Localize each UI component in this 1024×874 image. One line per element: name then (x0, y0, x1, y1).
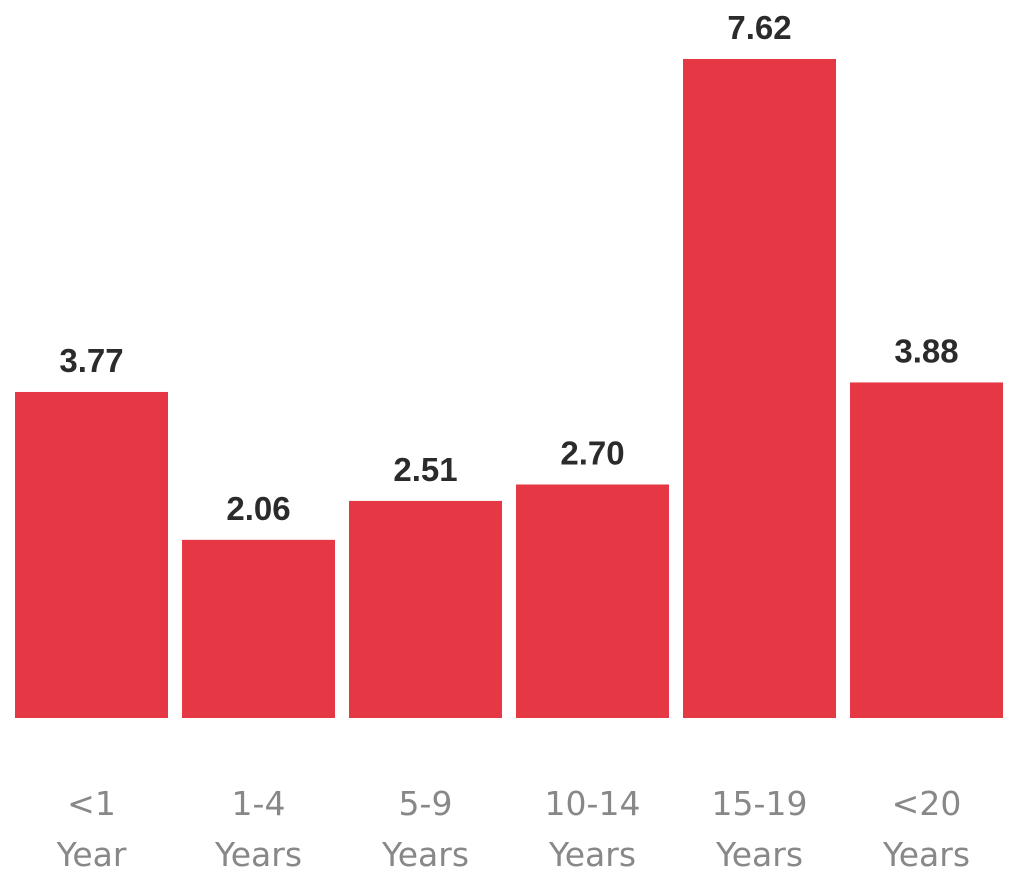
bars-layer (15, 59, 1003, 718)
bar-value-label: 2.06 (226, 490, 290, 527)
bar-value-label: 2.70 (560, 434, 624, 471)
category-label: Years (381, 835, 469, 874)
bar (15, 391, 168, 718)
bar (182, 539, 335, 718)
category-label: <20 (892, 784, 962, 823)
bar-value-label: 3.88 (894, 332, 958, 369)
bar (349, 500, 502, 718)
bar-value-label: 7.62 (727, 9, 791, 46)
value-labels-layer: 3.77 2.06 2.51 2.70 7.62 3.88 (59, 9, 958, 527)
bar (850, 382, 1003, 718)
category-label: 1-4 (232, 784, 286, 823)
bar (516, 484, 669, 718)
category-label: Years (715, 835, 803, 874)
category-label: <1 (67, 784, 116, 823)
category-label: Years (882, 835, 970, 874)
category-label: Year (56, 835, 127, 874)
category-label: Years (214, 835, 302, 874)
category-labels-layer: <1 Year 1-4 Years 5-9 Years 10-14 Years 15-19 Yea… (56, 784, 970, 874)
category-label: 5-9 (399, 784, 453, 823)
bar-value-label: 2.51 (393, 451, 457, 488)
bar (683, 59, 836, 718)
bar-value-label: 3.77 (59, 342, 123, 379)
category-label: 15-19 (712, 784, 808, 823)
category-label: 10-14 (545, 784, 641, 823)
category-label: Years (548, 835, 636, 874)
